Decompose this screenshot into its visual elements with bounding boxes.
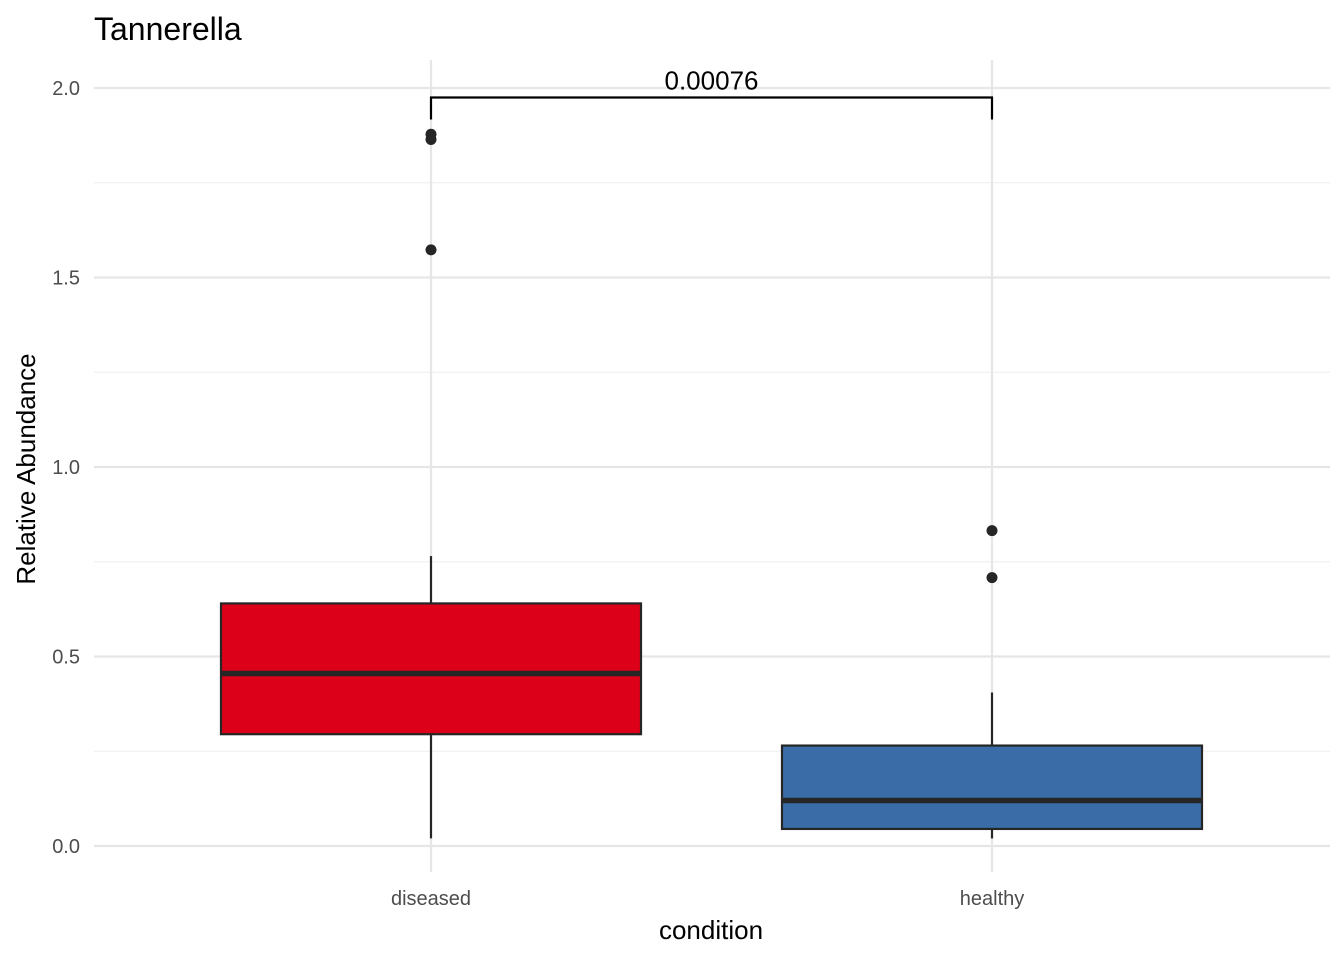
- y-tick-label: 2.0: [52, 78, 80, 100]
- y-tick-label: 0.5: [52, 647, 80, 669]
- box-body: [780, 744, 1204, 831]
- box-body: [219, 602, 643, 736]
- y-axis-title: Relative Abundance: [11, 353, 41, 584]
- x-tick-label: diseased: [391, 888, 471, 910]
- outlier-point: [425, 244, 437, 256]
- boxes: [219, 128, 1204, 839]
- chart-title: Tannerella: [94, 11, 242, 47]
- y-tick-label: 0.0: [52, 836, 80, 858]
- p-value-label: 0.00076: [665, 65, 759, 95]
- outlier-point: [986, 572, 998, 584]
- outlier-point: [425, 134, 437, 146]
- x-axis-title: condition: [659, 915, 763, 945]
- box-healthy: [780, 525, 1204, 839]
- y-tick-label: 1.5: [52, 268, 80, 290]
- x-axis-ticks: diseased healthy: [391, 888, 1024, 910]
- significance-bracket: [429, 96, 994, 120]
- annotations: 0.00076: [429, 65, 994, 120]
- box-diseased: [219, 128, 643, 839]
- y-tick-label: 1.0: [52, 457, 80, 479]
- y-axis-ticks: 0.0 0.5 1.0 1.5 2.0: [52, 78, 80, 858]
- outlier-point: [986, 525, 998, 537]
- x-tick-label: healthy: [960, 888, 1025, 910]
